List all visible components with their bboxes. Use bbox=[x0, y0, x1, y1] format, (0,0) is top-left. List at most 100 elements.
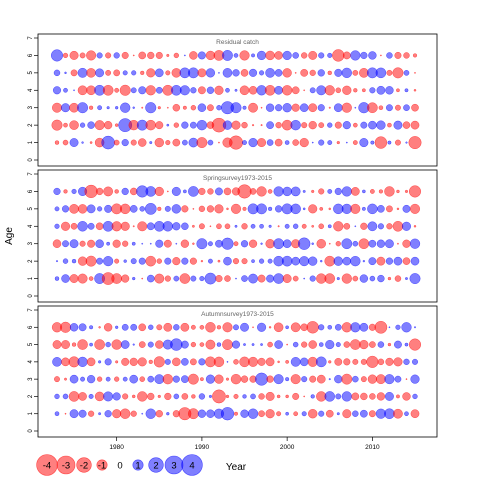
residual-bubble bbox=[98, 360, 102, 364]
residual-bubble bbox=[180, 239, 190, 248]
residual-bubble bbox=[95, 187, 104, 196]
residual-bubble bbox=[403, 70, 410, 76]
residual-bubble bbox=[414, 72, 416, 74]
residual-bubble bbox=[121, 138, 129, 147]
residual-bubble bbox=[327, 140, 333, 146]
residual-bubble bbox=[268, 326, 272, 329]
residual-bubble bbox=[155, 340, 164, 349]
residual-bubble bbox=[234, 88, 238, 92]
residual-bubble bbox=[266, 121, 274, 130]
residual-bubble bbox=[413, 225, 417, 228]
residual-bubble bbox=[385, 104, 393, 112]
residual-bubble bbox=[387, 276, 392, 281]
residual-bubble bbox=[114, 189, 119, 194]
residual-bubble bbox=[274, 85, 283, 95]
residual-bubble bbox=[199, 377, 204, 382]
y-tick-label: 6 bbox=[28, 325, 34, 329]
residual-bubble bbox=[112, 409, 122, 419]
residual-bubble bbox=[145, 255, 157, 267]
residual-bubble bbox=[256, 186, 267, 197]
residual-bubble bbox=[360, 51, 368, 60]
residual-bubble bbox=[368, 410, 376, 418]
residual-bubble bbox=[292, 392, 300, 400]
residual-bubble bbox=[216, 325, 222, 330]
residual-bubble bbox=[170, 338, 183, 351]
residual-bubble bbox=[396, 88, 400, 93]
residual-bubble bbox=[274, 138, 283, 147]
residual-bubble bbox=[359, 322, 369, 332]
residual-bubble bbox=[216, 105, 222, 111]
residual-bubble bbox=[79, 52, 86, 59]
residual-bubble bbox=[138, 51, 147, 60]
residual-bubble bbox=[315, 356, 327, 368]
residual-bubble bbox=[290, 322, 301, 333]
y-tick-label: 5 bbox=[28, 71, 34, 75]
residual-bubble bbox=[51, 119, 63, 131]
residual-bubble bbox=[369, 393, 376, 400]
residual-bubble bbox=[148, 359, 153, 365]
residual-bubble bbox=[103, 391, 114, 402]
residual-bubble bbox=[384, 408, 395, 420]
residual-bubble bbox=[232, 69, 240, 77]
residual-bubble bbox=[300, 68, 309, 77]
residual-bubble bbox=[378, 189, 383, 194]
residual-bubble bbox=[240, 322, 249, 332]
residual-bubble bbox=[78, 392, 87, 401]
residual-bubble bbox=[113, 139, 120, 146]
residual-bubble bbox=[308, 120, 317, 130]
residual-bubble bbox=[130, 139, 137, 146]
residual-bubble bbox=[290, 119, 301, 131]
residual-bubble bbox=[154, 273, 165, 284]
residual-bubble bbox=[63, 87, 68, 93]
residual-bubble bbox=[345, 141, 348, 144]
residual-bubble bbox=[138, 341, 146, 348]
residual-bubble bbox=[409, 238, 421, 249]
residual-bubble bbox=[257, 357, 266, 366]
residual-bubble bbox=[147, 51, 155, 60]
residual-bubble bbox=[232, 258, 240, 265]
residual-bubble bbox=[402, 392, 411, 401]
residual-bubble bbox=[294, 72, 297, 74]
residual-bubble bbox=[190, 324, 196, 330]
residual-bubble bbox=[147, 392, 155, 401]
residual-bubble bbox=[290, 203, 301, 215]
residual-bubble bbox=[265, 391, 275, 401]
residual-bubble bbox=[233, 241, 239, 247]
residual-bubble bbox=[376, 120, 386, 130]
residual-bubble bbox=[267, 341, 273, 348]
residual-bubble bbox=[360, 121, 368, 129]
residual-bubble bbox=[274, 205, 283, 213]
residual-bubble bbox=[281, 85, 293, 96]
residual-bubble bbox=[54, 140, 60, 145]
residual-bubble bbox=[301, 223, 307, 229]
residual-bubble bbox=[311, 224, 315, 228]
residual-bubble bbox=[385, 357, 394, 366]
x-axis: 1980 1990 2000 2010 bbox=[109, 437, 380, 451]
residual-bubble bbox=[64, 71, 67, 75]
residual-bubble bbox=[334, 357, 343, 366]
residual-bubble bbox=[411, 103, 419, 112]
residual-bubble bbox=[404, 189, 409, 194]
residual-bubble bbox=[234, 224, 238, 228]
residual-bubble bbox=[119, 408, 131, 419]
residual-bubble bbox=[77, 204, 88, 214]
residual-bubble bbox=[352, 69, 359, 76]
residual-bubble bbox=[205, 374, 216, 384]
legend-bubble bbox=[148, 457, 164, 473]
residual-bubble bbox=[96, 376, 103, 382]
residual-bubble bbox=[359, 339, 369, 350]
residual-bubble bbox=[205, 50, 216, 61]
residual-bubble bbox=[335, 241, 341, 247]
residual-bubble bbox=[164, 392, 172, 401]
residual-bubble bbox=[205, 68, 216, 78]
residual-bubble bbox=[307, 408, 318, 419]
residual-bubble bbox=[341, 273, 352, 284]
panel-1: Residual catch 0 1 2 3 4 5 6 7 bbox=[28, 33, 438, 167]
residual-bubble bbox=[318, 342, 324, 347]
residual-bubble bbox=[233, 53, 239, 58]
residual-bubble bbox=[367, 102, 378, 114]
residual-bubble bbox=[264, 85, 276, 96]
residual-bubble bbox=[189, 358, 197, 366]
residual-bubble bbox=[189, 257, 197, 265]
residual-bubble bbox=[327, 122, 333, 128]
